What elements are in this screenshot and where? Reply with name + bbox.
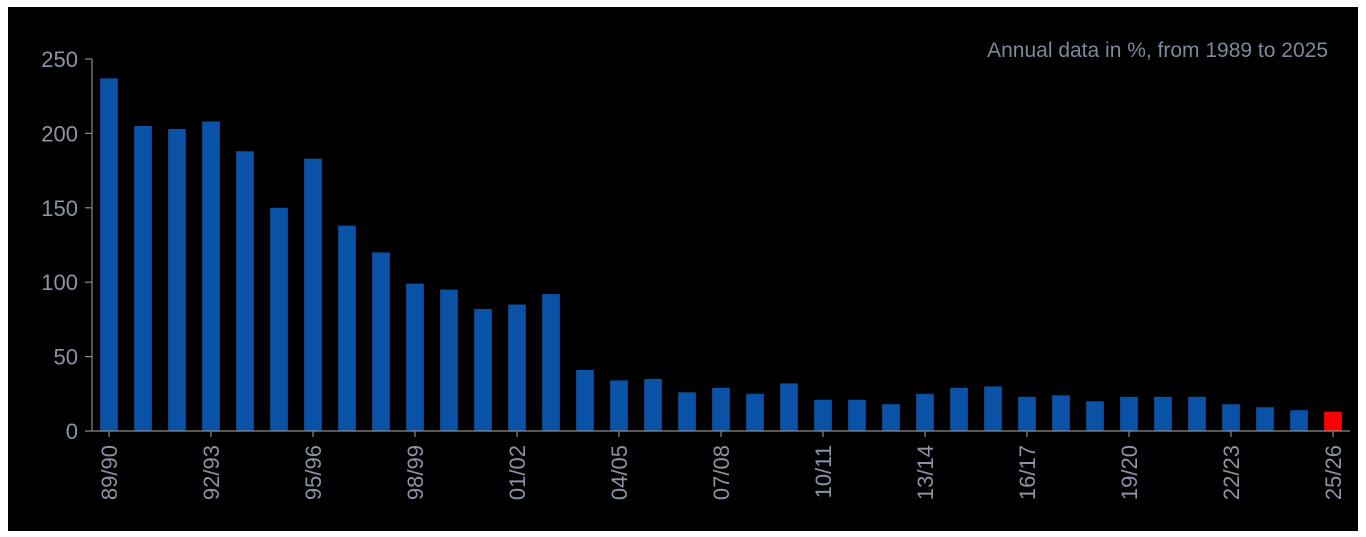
bar-12-13	[882, 404, 900, 431]
x-tick-label: 89/90	[97, 445, 122, 500]
bar-04-05	[610, 380, 628, 431]
bar-22-23	[1222, 404, 1240, 431]
bar-98-99	[406, 283, 424, 431]
bar-92-93	[202, 121, 220, 431]
y-tick-label: 0	[66, 419, 78, 444]
bar-99-00	[440, 289, 458, 431]
bar-24-25	[1290, 410, 1308, 431]
x-tick-label: 04/05	[607, 445, 632, 500]
bar-91-92	[168, 128, 186, 431]
x-tick-label: 13/14	[913, 445, 938, 500]
bar-16-17	[1018, 396, 1036, 431]
bar-00-01	[474, 308, 492, 431]
x-tick-label: 16/17	[1015, 445, 1040, 500]
bar-06-07	[678, 392, 696, 431]
bar-95-96	[304, 158, 322, 432]
bar-09-10	[780, 383, 798, 431]
bar-15-16	[984, 386, 1002, 431]
bar-chart: 0 50 100 150 200 250 89/90 92/93 95/96 98/99 01/0…	[41, 39, 1350, 500]
x-tick-label: 07/08	[709, 445, 734, 500]
y-axis: 0 50 100 150 200 250	[41, 47, 93, 444]
x-tick-label: 19/20	[1117, 445, 1142, 500]
bar-02-03	[542, 294, 560, 431]
y-tick-label: 250	[41, 47, 78, 72]
x-tick-label: 10/11	[811, 445, 836, 498]
x-axis: 89/90 92/93 95/96 98/99 01/02 04/05 07/08 10/11…	[92, 430, 1350, 500]
bar-20-21	[1154, 396, 1172, 431]
bar-17-18	[1052, 395, 1070, 431]
x-tick-label: 22/23	[1219, 445, 1244, 500]
bar-18-19	[1086, 401, 1104, 431]
chart-annotation: Annual data in %, from 1989 to 2025	[987, 39, 1328, 62]
bar-10-11	[814, 399, 832, 431]
x-tick-label: 25/26	[1321, 445, 1346, 500]
bar-07-08	[712, 387, 730, 431]
x-tick-label: 01/02	[505, 445, 530, 500]
bar-89-90	[100, 78, 118, 432]
bar-19-20	[1120, 396, 1138, 431]
bar-01-02	[508, 304, 526, 431]
bar-03-04	[576, 369, 594, 431]
bar-23-24	[1256, 407, 1274, 431]
bar-11-12	[848, 399, 866, 431]
x-tick-label: 98/99	[403, 445, 428, 500]
y-tick-label: 100	[41, 270, 78, 295]
bar-08-09	[746, 393, 764, 431]
bar-13-14	[916, 393, 934, 431]
bar-94-95	[270, 207, 288, 431]
bar-21-22	[1188, 396, 1206, 431]
bar-96-97	[338, 225, 356, 431]
bar-93-94	[236, 151, 254, 432]
y-tick-label: 150	[41, 196, 78, 221]
bar-14-15	[950, 387, 968, 431]
bar-97-98	[372, 252, 390, 431]
bar-05-06	[644, 378, 662, 431]
y-tick-label: 50	[54, 345, 78, 370]
x-tick-label: 92/93	[199, 445, 224, 500]
y-tick-label: 200	[41, 121, 78, 146]
bar-25-26	[1324, 411, 1342, 431]
bars	[100, 78, 1342, 432]
chart-frame: 0 50 100 150 200 250 89/90 92/93 95/96 98/99 01/0…	[8, 7, 1358, 531]
bar-90-91	[134, 125, 152, 432]
x-tick-label: 95/96	[301, 445, 326, 500]
